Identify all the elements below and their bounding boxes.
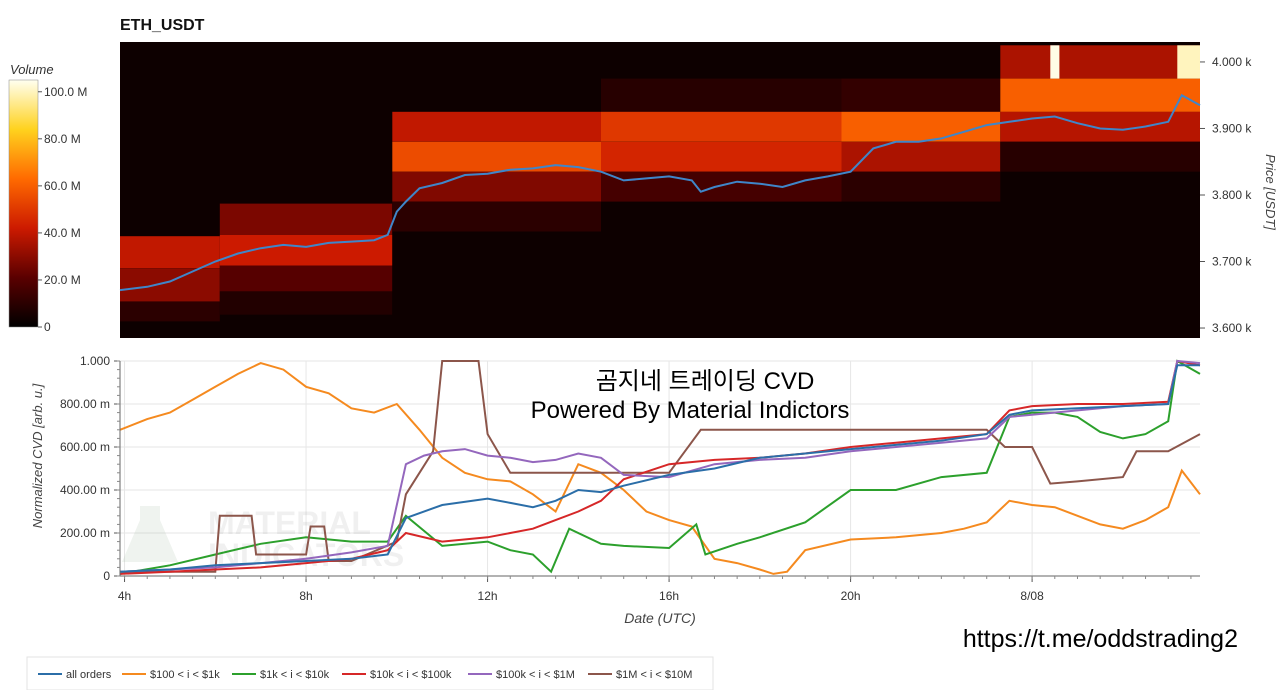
heatmap-panel: 4.000 k 3.900 k 3.800 k 3.700 k 3.600 k Pric… <box>119 42 1278 338</box>
colorbar-tick-label: 40.0 M <box>44 226 81 240</box>
heatmap-band-3 <box>219 203 393 235</box>
colorbar-tick-label: 80.0 M <box>44 132 81 146</box>
cvd-x-axis: 4h 8h 12h 16h 20h 8/08 <box>118 576 1192 603</box>
price-axis-label: Price [USDT] <box>1263 154 1278 230</box>
heatmap-band-14 <box>601 171 842 202</box>
cvd-x-tick-label: 4h <box>118 589 131 603</box>
heatmap-band-11 <box>601 78 842 112</box>
cvd-series-line-0 <box>119 364 1200 573</box>
heatmap-band-5 <box>219 265 393 292</box>
cvd-series <box>119 359 1201 575</box>
legend-label: $10k < i < $100k <box>370 669 452 681</box>
legend-label: $1k < i < $10k <box>260 669 330 681</box>
cvd-y-axis: 1.000 800.00 m 600.00 m 400.00 m 200.00 m 0 <box>60 354 120 583</box>
price-tick-label: 3.800 k <box>1212 188 1252 202</box>
cvd-y-tick-label: 800.00 m <box>60 397 110 411</box>
heatmap-band-4 <box>219 234 393 266</box>
watermark-logo: MATERIAL INDICATORS <box>122 505 404 573</box>
cvd-x-tick-label: 20h <box>841 589 861 603</box>
cvd-y-axis-label: Normalized CVD [arb. u.] <box>30 383 45 528</box>
cvd-x-axis-label: Date (UTC) <box>624 610 696 626</box>
heatmap-band-15 <box>841 78 1001 112</box>
colorbar-tick-label: 0 <box>44 320 51 334</box>
watermark-title-line1: 곰지네 트레이딩 CVD <box>596 368 815 395</box>
cvd-y-tick-label: 1.000 <box>80 354 110 368</box>
price-tick-label: 4.000 k <box>1212 55 1252 69</box>
heatmap-bands <box>120 45 1200 322</box>
cvd-y-tick-label: 600.00 m <box>60 440 110 454</box>
heatmap-band-24 <box>1050 45 1060 79</box>
heatmap-band-6 <box>219 291 393 315</box>
colorbar-tick-label: 20.0 M <box>44 273 81 287</box>
cvd-series-line-1 <box>119 362 1201 575</box>
watermark-logo-line1: MATERIAL <box>208 505 371 541</box>
colorbar-ticks: 100.0 M 80.0 M 60.0 M 40.0 M 20.0 M 0 <box>38 85 87 334</box>
price-tick-label: 3.900 k <box>1212 121 1252 135</box>
cvd-y-tick-label: 200.00 m <box>60 526 110 540</box>
price-tick-label: 3.700 k <box>1212 255 1252 269</box>
colorbar-gradient <box>8 79 39 328</box>
watermark-link: https://t.me/oddstrading2 <box>963 625 1238 653</box>
cvd-series-line-2 <box>119 359 1201 575</box>
heatmap-band-10 <box>392 201 601 232</box>
heatmap-band-1 <box>120 268 220 302</box>
flask-icon <box>122 506 178 562</box>
price-axis: 4.000 k 3.900 k 3.800 k 3.700 k 3.600 k <box>1200 55 1252 335</box>
heatmap-band-21 <box>1000 111 1200 142</box>
chart-title: ETH_USDT <box>120 17 205 34</box>
heatmap-band-18 <box>841 171 1001 202</box>
heatmap-band-0 <box>120 236 220 269</box>
heatmap-band-2 <box>120 301 220 322</box>
heatmap-band-16 <box>841 111 1001 142</box>
price-tick-label: 3.600 k <box>1212 321 1252 335</box>
watermark-title-line2: Powered By Material Indictors <box>531 397 850 424</box>
cvd-series-line-5 <box>120 360 1201 573</box>
legend-label: $100 < i < $1k <box>150 669 220 681</box>
colorbar-tick-label: 100.0 M <box>44 85 87 99</box>
price-line <box>119 93 1201 292</box>
legend: all orders $100 < i < $1k $1k < i < $10k $1… <box>26 656 714 690</box>
heatmap-band-7 <box>392 111 601 142</box>
colorbar: Volume 100.0 M 80.0 M 60.0 M 40.0 M 20.0 M 0 <box>8 62 87 334</box>
cvd-plot-area <box>120 361 1200 576</box>
cvd-x-tick-label: 8h <box>299 589 312 603</box>
cvd-x-tick-label: 12h <box>478 589 498 603</box>
colorbar-tick-label: 60.0 M <box>44 179 81 193</box>
cvd-panel: MATERIAL INDICATORS 1.000 800.00 m 600.00 … <box>30 354 1201 626</box>
heatmap-band-23 <box>1177 45 1200 79</box>
heatmap-band-12 <box>601 111 842 142</box>
cvd-x-tick-label: 8/08 <box>1020 589 1044 603</box>
heatmap-band-20 <box>1000 78 1200 112</box>
legend-items: all orders $100 < i < $1k $1k < i < $10k $1… <box>38 669 692 681</box>
colorbar-label: Volume <box>10 62 54 77</box>
cvd-series-line-4 <box>119 359 1201 573</box>
cvd-y-tick-label: 0 <box>103 569 110 583</box>
heatmap-band-22 <box>1000 141 1200 172</box>
legend-label: all orders <box>66 669 112 681</box>
cvd-y-tick-label: 400.00 m <box>60 483 110 497</box>
legend-label: $1M < i < $10M <box>616 669 692 681</box>
heatmap-band-19 <box>1000 45 1200 79</box>
cvd-x-tick-label: 16h <box>659 589 679 603</box>
legend-label: $100k < i < $1M <box>496 669 575 681</box>
heatmap-band-13 <box>601 141 842 172</box>
heatmap-band-17 <box>841 141 1001 172</box>
